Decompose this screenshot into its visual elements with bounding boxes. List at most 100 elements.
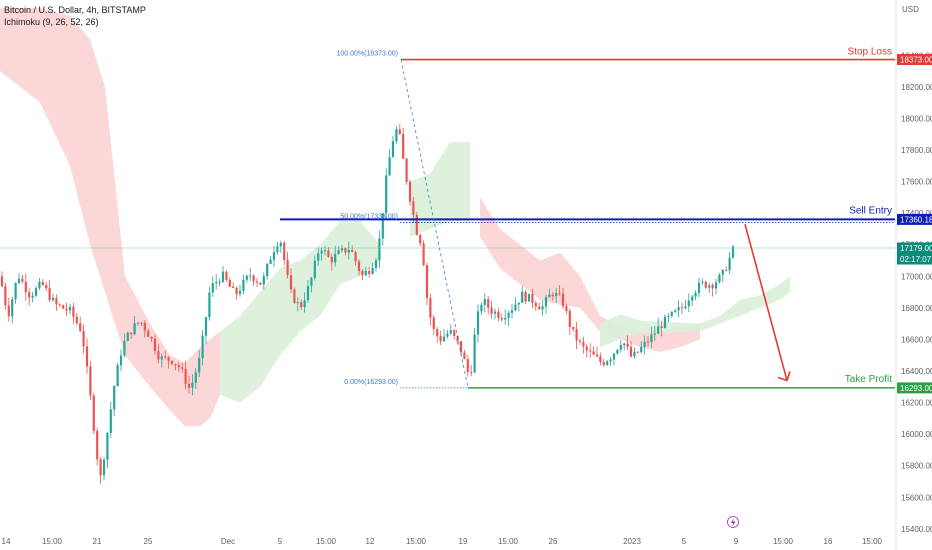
- x-tick-label: 2023: [623, 537, 641, 546]
- candle-body: [232, 286, 235, 288]
- chart-legend: Bitcoin / U.S. Dollar, 4h, BITSTAMP Ichi…: [4, 4, 146, 28]
- candle-body: [364, 271, 367, 276]
- x-tick-label: 12: [366, 537, 375, 546]
- candle-body: [463, 352, 466, 360]
- candle-body: [320, 250, 323, 254]
- candle-body: [221, 271, 225, 282]
- candle-body: [79, 323, 82, 331]
- candle-body: [269, 259, 272, 264]
- fib-bottom-label: 0.00%(16293.00): [344, 379, 398, 386]
- take-profit-label: Take Profit: [845, 374, 892, 385]
- price-axis[interactable]: 15400.00 15600.00 15800.00 16000.00 16200.00…: [895, 0, 932, 550]
- bullish-cloud-segment: [410, 142, 470, 237]
- candle-body: [507, 312, 510, 318]
- candle-body: [412, 201, 415, 215]
- time-axis[interactable]: 14 15:00 21 25 Dec 5 15:00 12 15:00 19 15:00 26 2023…: [2, 537, 883, 546]
- candle-body: [466, 359, 469, 372]
- candle-body: [541, 306, 544, 310]
- y-tick-label: 17000.00: [901, 272, 932, 281]
- candle-body: [150, 336, 153, 339]
- candle-body: [408, 181, 412, 202]
- candle-body: [565, 306, 568, 311]
- symbol-title[interactable]: Bitcoin / U.S. Dollar, 4h, BITSTAMP: [4, 5, 146, 15]
- candle-body: [449, 330, 452, 334]
- x-tick-label: 19: [459, 537, 468, 546]
- candle-body: [351, 249, 354, 252]
- candle-body: [731, 246, 735, 258]
- candle-body: [21, 278, 24, 282]
- candle-body: [323, 250, 327, 252]
- candle-body: [619, 345, 622, 350]
- candle-body: [575, 329, 578, 341]
- y-tick-label: 16000.00: [901, 430, 932, 439]
- candle-body: [198, 358, 201, 373]
- candle-body: [293, 289, 296, 303]
- candle-body: [140, 322, 143, 324]
- candle-body: [711, 285, 714, 289]
- candle-body: [721, 269, 724, 275]
- candle-body: [691, 296, 694, 301]
- candle-body: [130, 332, 133, 335]
- candle-body: [327, 250, 330, 257]
- candle-body: [276, 246, 279, 253]
- candle-body: [687, 300, 690, 307]
- candle-body: [436, 329, 439, 337]
- candle-body: [606, 361, 609, 365]
- candle-body: [361, 271, 364, 276]
- candle-body: [184, 368, 187, 384]
- candle-body: [616, 349, 619, 354]
- indicator-label[interactable]: Ichimoku (9, 26, 52, 26): [4, 17, 99, 27]
- trade-levels[interactable]: 100.00%(18373.00) 50.00%(17333.00) 0.00%(1…: [0, 47, 895, 528]
- candle-body: [697, 282, 701, 293]
- candle-body: [663, 316, 667, 328]
- bullish-cloud-segment: [220, 221, 380, 403]
- candle-body: [153, 338, 157, 351]
- candle-body: [640, 346, 643, 353]
- candle-body: [208, 292, 211, 318]
- candle-body: [65, 308, 68, 311]
- y-tick-label: 16200.00: [901, 399, 932, 408]
- candle-body: [725, 269, 728, 271]
- candle-body: [89, 366, 92, 396]
- lightning-icon[interactable]: [727, 516, 739, 528]
- candle-body: [483, 299, 486, 305]
- candle-body: [225, 271, 228, 280]
- candle-body: [143, 322, 146, 331]
- x-tick-label: 15:00: [773, 537, 794, 546]
- candle-body: [48, 288, 51, 301]
- candle-body: [694, 292, 697, 297]
- candle-body: [14, 283, 17, 300]
- candle-body: [0, 276, 4, 287]
- candle-body: [643, 341, 646, 347]
- candle-body: [419, 234, 422, 244]
- candle-body: [548, 294, 551, 298]
- candle-body: [490, 307, 493, 314]
- x-tick-label: 15:00: [316, 537, 337, 546]
- candle-body: [378, 238, 381, 261]
- candle-body: [58, 304, 61, 306]
- x-tick-label: 5: [682, 537, 687, 546]
- y-tick-label: 15600.00: [901, 493, 932, 502]
- candle-body: [473, 334, 476, 373]
- candle-body: [708, 285, 711, 288]
- candle-body: [609, 359, 612, 362]
- candle-body: [385, 175, 388, 214]
- candle-body: [422, 243, 425, 266]
- candle-body: [572, 326, 575, 330]
- candle-body: [558, 292, 561, 294]
- candle-body: [313, 260, 316, 278]
- candle-body: [306, 286, 310, 301]
- candle-body: [602, 362, 605, 365]
- candle-body: [459, 341, 463, 353]
- ichimoku-cloud: [0, 7, 790, 427]
- candle-body: [623, 343, 626, 346]
- candle-body: [300, 302, 303, 308]
- candle-body: [357, 261, 361, 271]
- candle-body: [524, 291, 527, 302]
- candle-body: [340, 248, 344, 251]
- candle-body: [636, 351, 639, 353]
- candle-body: [592, 351, 595, 355]
- currency-label: USD: [902, 5, 919, 14]
- fib-trend-line: [400, 59, 469, 388]
